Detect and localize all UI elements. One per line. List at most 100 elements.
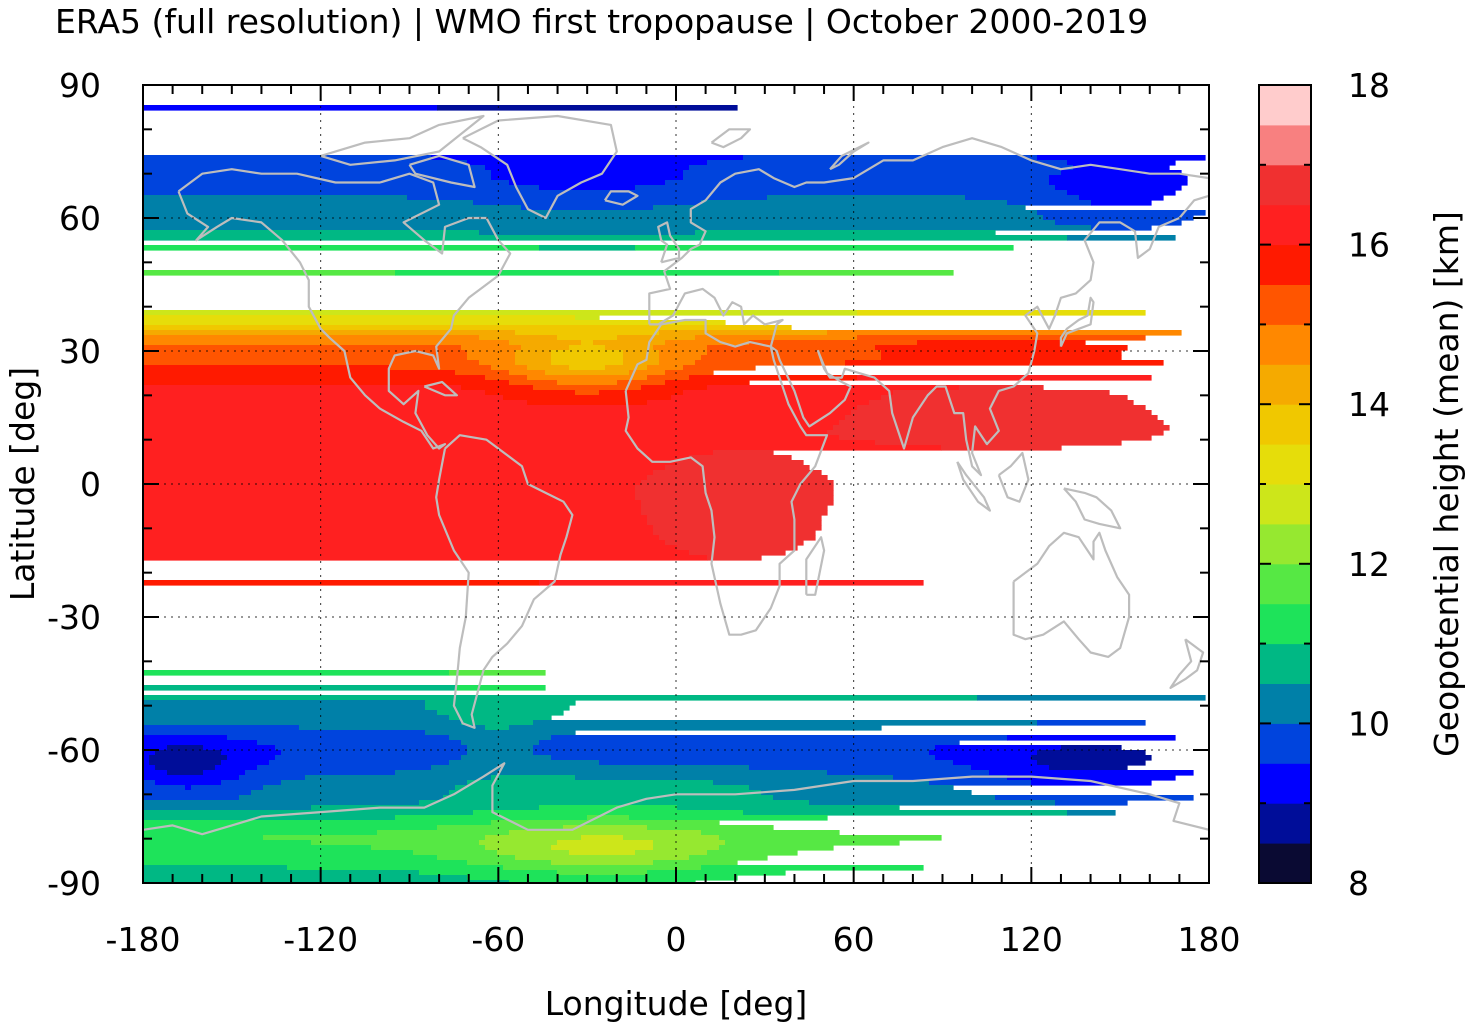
y-tick-label: 30 bbox=[59, 332, 101, 371]
map-cell bbox=[701, 200, 1008, 206]
map-cell bbox=[263, 835, 486, 841]
map-cell bbox=[467, 355, 516, 361]
map-cell bbox=[677, 460, 804, 466]
map-cell bbox=[407, 195, 768, 201]
map-cell bbox=[935, 745, 1062, 751]
colorbar-swatch bbox=[1259, 324, 1311, 365]
map-cell bbox=[143, 865, 288, 871]
map-cell bbox=[1037, 210, 1206, 216]
map-cell bbox=[143, 800, 420, 806]
map-cell bbox=[521, 205, 654, 211]
map-cell bbox=[539, 185, 636, 191]
colorbar-tick-label: 18 bbox=[1348, 66, 1390, 105]
map-cell bbox=[269, 760, 450, 766]
map-cell bbox=[239, 795, 444, 801]
map-cell bbox=[143, 530, 654, 536]
map-cell bbox=[551, 860, 654, 866]
map-cell bbox=[719, 835, 942, 841]
map-cell bbox=[569, 345, 606, 351]
map-cell bbox=[143, 225, 1092, 231]
map-cell bbox=[629, 815, 828, 821]
colorbar-ticks bbox=[1259, 84, 1311, 884]
map-cell bbox=[653, 530, 816, 536]
map-cell bbox=[143, 425, 834, 431]
y-tick-label: -90 bbox=[47, 864, 101, 903]
map-cell bbox=[647, 400, 870, 406]
map-cell bbox=[143, 495, 636, 501]
map-cell bbox=[839, 435, 1152, 441]
map-cell bbox=[839, 420, 1164, 426]
colorbar-tick-label: 10 bbox=[1348, 704, 1390, 743]
x-tick-labels: -180 -120 -60 0 60 120 180 bbox=[106, 920, 1241, 959]
map-cell bbox=[143, 695, 978, 701]
map-cell bbox=[857, 310, 1146, 316]
chart-title: ERA5 (full resolution) | WMO first tropo… bbox=[55, 2, 1148, 41]
map-cell bbox=[467, 350, 516, 356]
map-cell bbox=[143, 840, 312, 846]
map-cell bbox=[143, 455, 690, 461]
map-cell bbox=[143, 180, 510, 186]
coastline bbox=[462, 114, 618, 220]
map-cell bbox=[665, 180, 1050, 186]
map-cell bbox=[467, 750, 534, 756]
map-cell bbox=[707, 160, 1068, 166]
map-cell bbox=[659, 360, 696, 366]
map-cell bbox=[143, 315, 576, 321]
map-cell bbox=[533, 750, 930, 756]
map-cell bbox=[845, 415, 1158, 421]
map-cell bbox=[581, 340, 594, 346]
map-cell bbox=[143, 355, 468, 361]
map-cell bbox=[557, 335, 618, 341]
map-cell bbox=[695, 335, 858, 341]
colorbar-swatch bbox=[1259, 444, 1311, 485]
coastline bbox=[1012, 531, 1131, 658]
map-cell bbox=[143, 350, 468, 356]
map-cell bbox=[143, 330, 516, 336]
map-cell bbox=[707, 385, 960, 391]
map-cell bbox=[143, 450, 714, 456]
map-cell bbox=[689, 855, 768, 861]
map-cell bbox=[419, 870, 558, 876]
map-cell bbox=[143, 235, 1068, 241]
map-cell bbox=[149, 760, 222, 766]
map-cell bbox=[647, 515, 822, 521]
map-cell bbox=[647, 365, 684, 371]
map-cell bbox=[767, 195, 966, 201]
map-cell bbox=[143, 230, 480, 236]
map-cell bbox=[857, 375, 1152, 381]
coastline bbox=[1169, 638, 1205, 689]
map-cell bbox=[1049, 765, 1128, 771]
map-cell bbox=[143, 375, 486, 381]
map-cell bbox=[485, 165, 690, 171]
map-cell bbox=[575, 390, 600, 396]
map-cell bbox=[167, 745, 204, 751]
map-cell bbox=[143, 335, 480, 341]
map-cell bbox=[143, 480, 642, 486]
map-cell bbox=[527, 400, 648, 406]
map-cell bbox=[929, 750, 1038, 756]
map-cell bbox=[1067, 190, 1176, 196]
map-cell bbox=[653, 860, 738, 866]
map-cell bbox=[143, 745, 168, 751]
map-cell bbox=[143, 460, 678, 466]
map-cell bbox=[641, 385, 708, 391]
map-cell bbox=[557, 840, 654, 846]
map-cell bbox=[437, 710, 564, 716]
map-cell bbox=[437, 825, 564, 831]
map-cell bbox=[143, 875, 468, 881]
map-cell bbox=[881, 355, 1122, 361]
colorbar-label: Geopotential height (mean) [km] bbox=[1427, 211, 1466, 757]
map-cell bbox=[689, 165, 1074, 171]
map-cell bbox=[533, 720, 1038, 726]
map-cell bbox=[491, 775, 576, 781]
map-cell bbox=[281, 750, 468, 756]
map-cell bbox=[1073, 165, 1170, 171]
map-cell bbox=[455, 370, 510, 376]
map-cell bbox=[539, 580, 924, 586]
map-cell bbox=[461, 720, 534, 726]
map-cell bbox=[539, 805, 678, 811]
map-cell bbox=[143, 270, 396, 276]
map-cell bbox=[605, 365, 648, 371]
map-cell bbox=[1007, 200, 1092, 206]
map-cell bbox=[143, 190, 1068, 196]
